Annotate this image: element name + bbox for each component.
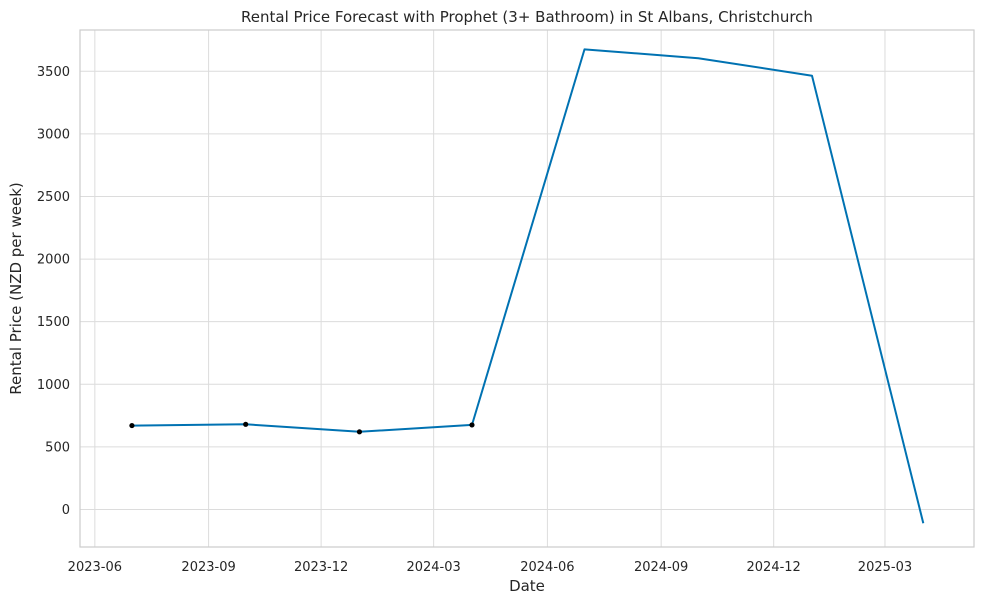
y-axis-title: Rental Price (NZD per week) (7, 182, 25, 394)
observed-point (243, 421, 249, 427)
grid (80, 30, 974, 547)
y-tick-label: 3000 (37, 127, 70, 142)
plot-frame (79, 29, 975, 548)
x-tick-label: 2023-09 (181, 560, 235, 575)
y-tick-label: 2500 (37, 190, 70, 205)
observed-point (129, 422, 135, 429)
x-tick-label: 2025-03 (858, 560, 912, 575)
series-layer (131, 48, 925, 524)
x-tick-label: 2023-12 (294, 560, 348, 575)
x-axis-title: Date (509, 577, 545, 595)
x-tick-label: 2024-06 (520, 560, 574, 575)
y-tick-label: 0 (62, 503, 70, 518)
x-tick-label: 2023-06 (68, 560, 122, 575)
forecast-line-0 (131, 48, 925, 524)
x-tick-label: 2024-09 (634, 560, 688, 575)
y-tick-label: 2000 (37, 253, 70, 268)
observed-point (469, 422, 475, 428)
y-tick-label: 500 (45, 440, 70, 455)
x-tick-label: 2024-03 (406, 560, 460, 575)
tick-labels: 0 500 1000 1500 2000 2500 3000 3500 2023-06 2023-… (37, 65, 912, 575)
y-tick-label: 3500 (37, 65, 70, 80)
observed-points-layer (129, 421, 475, 435)
y-tick-label: 1500 (37, 315, 70, 330)
chart-title: Rental Price Forecast with Prophet (3+ B… (241, 8, 813, 26)
observed-point (356, 429, 363, 435)
x-tick-label: 2024-12 (747, 560, 801, 575)
y-tick-label: 1000 (37, 378, 70, 393)
